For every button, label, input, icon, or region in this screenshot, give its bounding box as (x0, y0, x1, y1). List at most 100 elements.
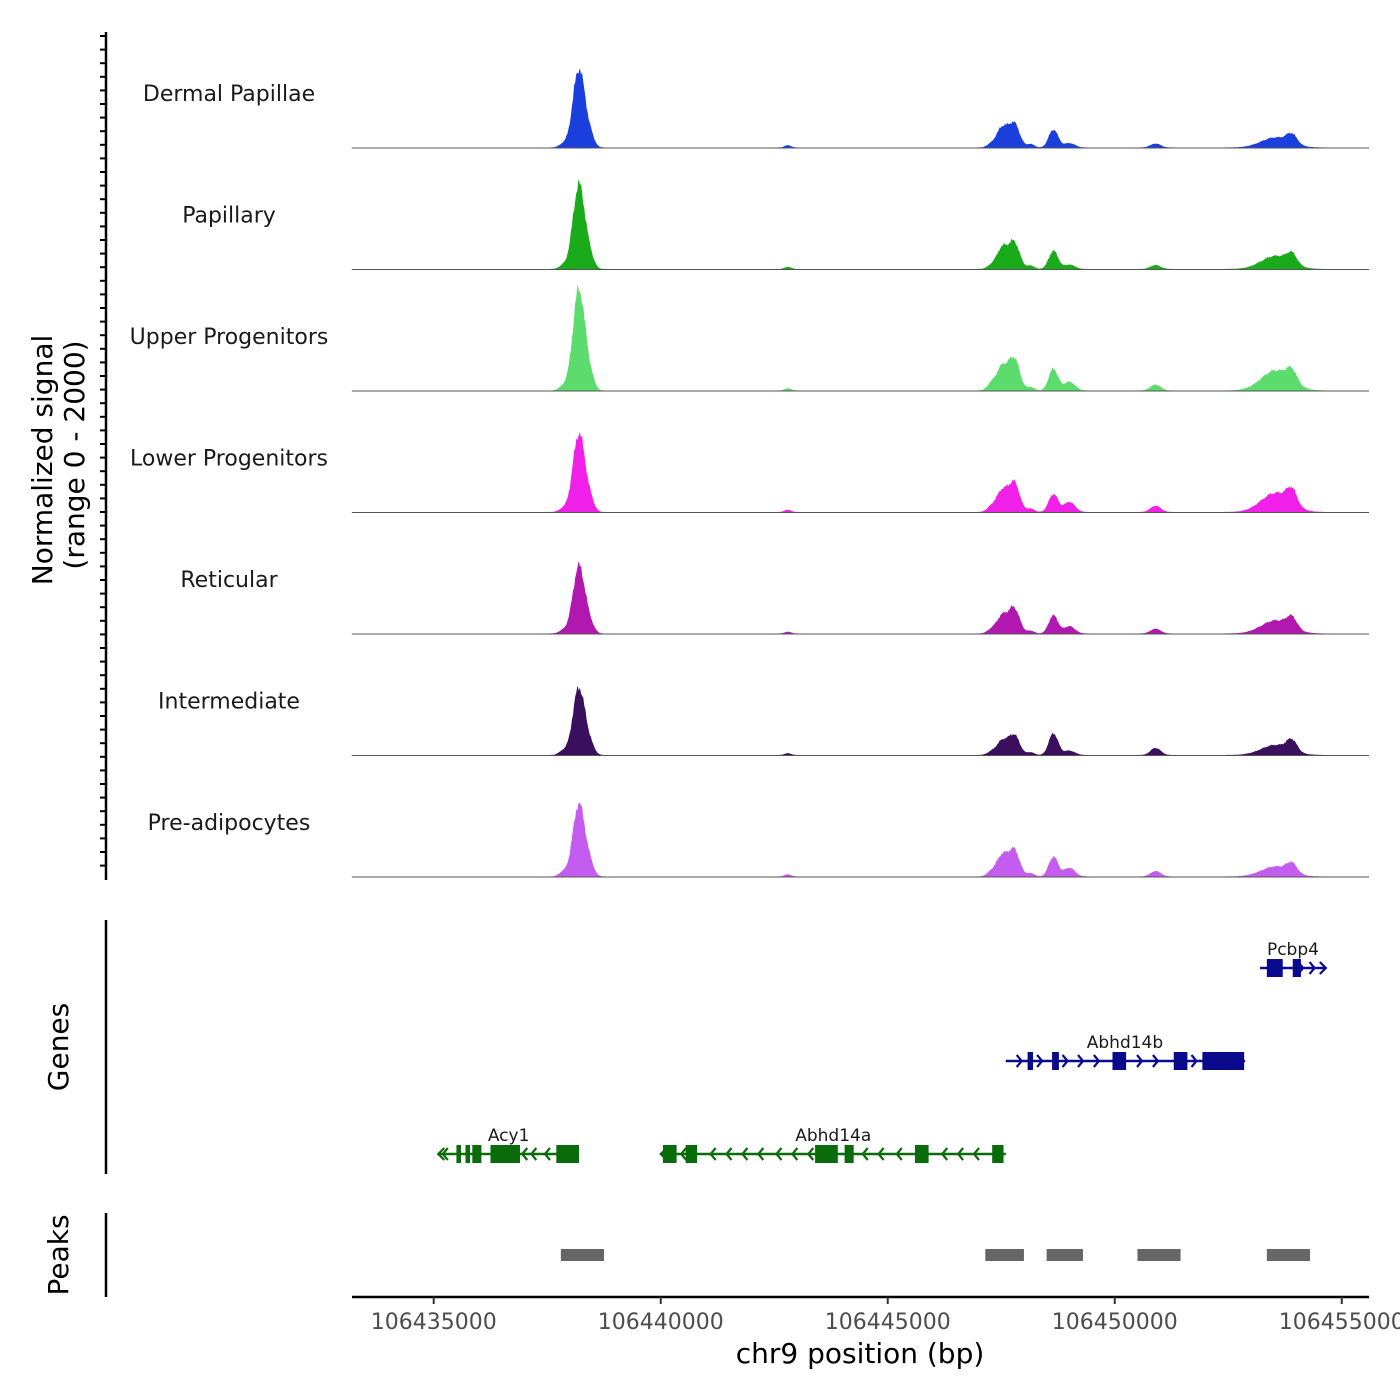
peak-region (560, 1249, 604, 1261)
exon (1173, 1052, 1188, 1070)
strand-arrow (679, 1147, 688, 1161)
peak-region (1266, 1249, 1310, 1261)
exon (663, 1145, 677, 1163)
exon (815, 1145, 838, 1163)
gene-abhd14a: Abhd14a (659, 1126, 1006, 1163)
strand-arrow (543, 1147, 551, 1161)
track-upper-progenitors: Upper Progenitors (130, 285, 1369, 392)
gene-pcbp4: Pcbp4 (1260, 940, 1328, 977)
peaks-track-label: Peaks (42, 1214, 75, 1295)
exon (1266, 959, 1283, 977)
exon (1052, 1052, 1059, 1070)
y-axis-title-line2: (range 0 - 2000) (58, 340, 91, 569)
gene-abhd14b: Abhd14b (1005, 1033, 1246, 1070)
track-dermal-papillae: Dermal Papillae (143, 69, 1369, 149)
strand-arrow (659, 1147, 668, 1161)
peak-region (1137, 1249, 1181, 1261)
gene-label-abhd14a: Abhd14a (795, 1126, 871, 1146)
x-tick-label: 106450000 (1052, 1310, 1178, 1335)
exon (1202, 1052, 1245, 1070)
strand-arrow (1093, 1054, 1101, 1068)
strand-arrow (1015, 1054, 1024, 1068)
coverage-area-pre-adipocytes (351, 803, 1324, 878)
x-tick-label: 106455000 (1279, 1310, 1400, 1335)
strand-arrow (1152, 1054, 1160, 1068)
x-axis-ticks: 106435000 106440000 106445000 106450000 1064… (371, 1297, 1400, 1335)
track-intermediate: Intermediate (158, 686, 1369, 756)
exon (472, 1145, 482, 1163)
exon (490, 1145, 520, 1163)
exon (556, 1145, 580, 1163)
track-label-intermediate: Intermediate (158, 690, 300, 715)
gene-acy1: Acy1 (436, 1126, 580, 1163)
signal-y-ticks (100, 35, 106, 867)
coverage-area-papillary (351, 179, 1324, 270)
strand-arrow (940, 1147, 949, 1161)
peak-track (560, 1249, 1310, 1261)
strand-arrow (709, 1147, 717, 1161)
strand-arrow (1319, 961, 1328, 975)
strand-arrow (775, 1147, 783, 1161)
track-label-pre-adipocytes: Pre-adipocytes (148, 811, 311, 836)
strand-arrow (725, 1147, 733, 1161)
signal-tracks: Dermal Papillae Papillary Upper Progenitor… (130, 69, 1369, 878)
strand-arrow (1237, 1054, 1246, 1068)
coverage-area-intermediate (351, 686, 1324, 756)
strand-arrow (1061, 1054, 1069, 1068)
x-axis-title: chr9 position (bp) (736, 1337, 985, 1370)
strand-arrow (956, 1147, 964, 1161)
strand-arrow (806, 1147, 815, 1161)
x-tick-label: 106435000 (371, 1310, 497, 1335)
coverage-area-upper-progenitors (351, 285, 1324, 392)
strand-arrow (1036, 1054, 1044, 1068)
exon (685, 1145, 698, 1163)
exon (1292, 959, 1301, 977)
track-label-reticular: Reticular (180, 568, 278, 593)
genes-track-label: Genes (42, 1003, 75, 1091)
peak-region (985, 1249, 1024, 1261)
coverage-area-lower-progenitors (351, 432, 1324, 513)
gene-label-abhd14b: Abhd14b (1087, 1033, 1163, 1053)
strand-arrow (1308, 961, 1316, 975)
strand-arrow (877, 1147, 885, 1161)
strand-arrow (861, 1147, 869, 1161)
track-label-lower-progenitors: Lower Progenitors (130, 447, 328, 472)
coverage-area-reticular (351, 561, 1324, 635)
strand-arrow (1077, 1054, 1085, 1068)
track-label-upper-progenitors: Upper Progenitors (130, 325, 329, 350)
strand-arrow (790, 1147, 799, 1161)
track-pre-adipocytes: Pre-adipocytes (148, 803, 1369, 878)
exon (844, 1145, 854, 1163)
exon (1112, 1052, 1127, 1070)
strand-arrow (895, 1147, 903, 1161)
track-label-dermal-papillae: Dermal Papillae (143, 82, 315, 107)
exon (914, 1145, 929, 1163)
strand-arrow (741, 1147, 749, 1161)
track-lower-progenitors: Lower Progenitors (130, 432, 1369, 513)
gene-label-pcbp4: Pcbp4 (1267, 940, 1319, 960)
strand-arrow (529, 1147, 538, 1161)
track-papillary: Papillary (182, 179, 1369, 270)
strand-arrow (441, 1147, 449, 1161)
exon (456, 1145, 461, 1163)
strand-arrow (1190, 1054, 1198, 1068)
strand-arrow (436, 1147, 446, 1161)
y-axis-title-line1: Normalized signal (26, 335, 59, 586)
exon (465, 1145, 471, 1163)
peak-region (1046, 1249, 1083, 1261)
track-reticular: Reticular (180, 561, 1369, 635)
strand-arrow (756, 1147, 765, 1161)
gene-track: Pcbp4 Abhd14b Acy1 Abhd14a (436, 940, 1328, 1163)
gene-label-acy1: Acy1 (488, 1126, 530, 1146)
strand-arrow (1297, 961, 1305, 975)
x-tick-label: 106445000 (825, 1310, 951, 1335)
strand-arrow (972, 1147, 980, 1161)
strand-arrow (520, 1147, 529, 1161)
coverage-area-dermal-papillae (351, 69, 1324, 149)
strand-arrow (1136, 1054, 1144, 1068)
exon (992, 1145, 1004, 1163)
track-label-papillary: Papillary (182, 204, 276, 229)
x-tick-label: 106440000 (598, 1310, 724, 1335)
exon (1027, 1052, 1034, 1070)
